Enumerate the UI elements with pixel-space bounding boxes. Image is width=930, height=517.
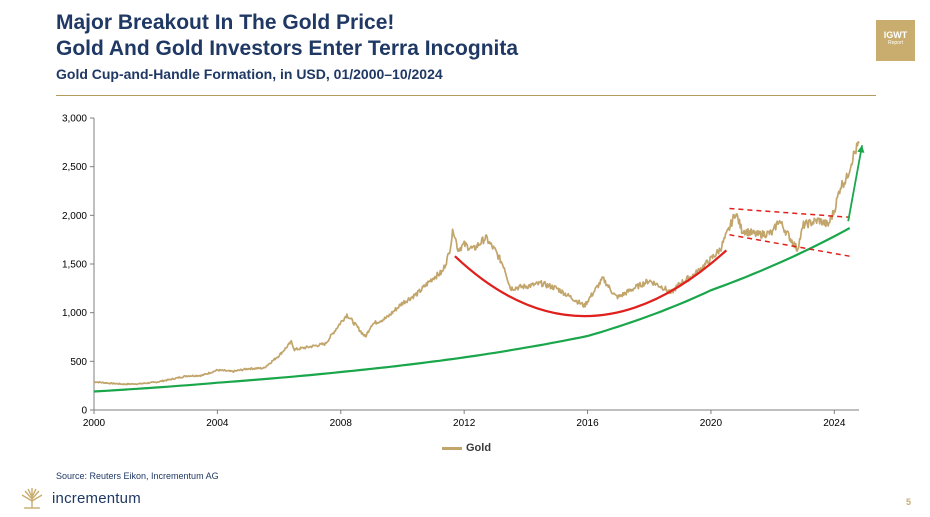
gold-price-line: [93, 140, 860, 386]
y-tick-label: 3,000: [62, 114, 87, 125]
y-tick-label: 500: [70, 357, 87, 368]
incrementum-logo: incrementum: [20, 487, 141, 509]
title-line-2: Gold And Gold Investors Enter Terra Inco…: [56, 37, 519, 60]
series-layer: [93, 140, 860, 393]
x-tick-label: 2008: [330, 418, 353, 429]
page-number: 5: [906, 497, 912, 507]
x-tick-label: 2016: [576, 418, 599, 429]
legend: Gold: [442, 442, 491, 454]
title-divider: [56, 95, 876, 96]
y-tick-label: 0: [81, 406, 87, 417]
cup-arc: [454, 249, 728, 318]
title-line-1: Major Breakout In The Gold Price!: [56, 11, 395, 34]
y-tick-label: 1,000: [62, 308, 87, 319]
legend-gold-label: Gold: [466, 442, 492, 454]
legend-gold-swatch: [442, 446, 462, 450]
x-tick-label: 2020: [700, 418, 723, 429]
logo-text: incrementum: [52, 489, 141, 507]
chart-subtitle: Gold Cup-and-Handle Formation, in USD, 0…: [56, 66, 443, 82]
source-note: Source: Reuters Eikon, Incrementum AG: [56, 471, 219, 481]
x-axis: 2000 2004 2008 2012 2016 2020 2024: [83, 409, 859, 429]
tree-logo-icon: [21, 488, 43, 509]
handle-channel-upper: [729, 207, 850, 219]
y-tick-label: 2,000: [62, 211, 87, 222]
trend-line: [93, 227, 851, 393]
x-tick-label: 2004: [206, 418, 229, 429]
y-tick-label: 2,500: [62, 162, 87, 173]
x-tick-label: 2012: [453, 418, 476, 429]
breakout-arrow-head-icon: [857, 145, 865, 153]
y-tick-label: 1,500: [62, 260, 87, 271]
x-tick-label: 2024: [823, 418, 846, 429]
x-tick-label: 2000: [83, 418, 106, 429]
y-axis: 0 500 1,000 1,500 2,000 2,500 3,000: [62, 114, 95, 417]
badge-line-1: IGWT: [883, 30, 908, 40]
badge-line-2: Report: [887, 40, 903, 46]
igwt-badge: IGWT Report: [876, 20, 915, 61]
annotation-layer: [454, 145, 865, 318]
chart-title: Major Breakout In The Gold Price! Gold A…: [56, 10, 518, 62]
breakout-arrow-shaft: [847, 145, 863, 222]
handle-channel-lower: [729, 234, 850, 257]
